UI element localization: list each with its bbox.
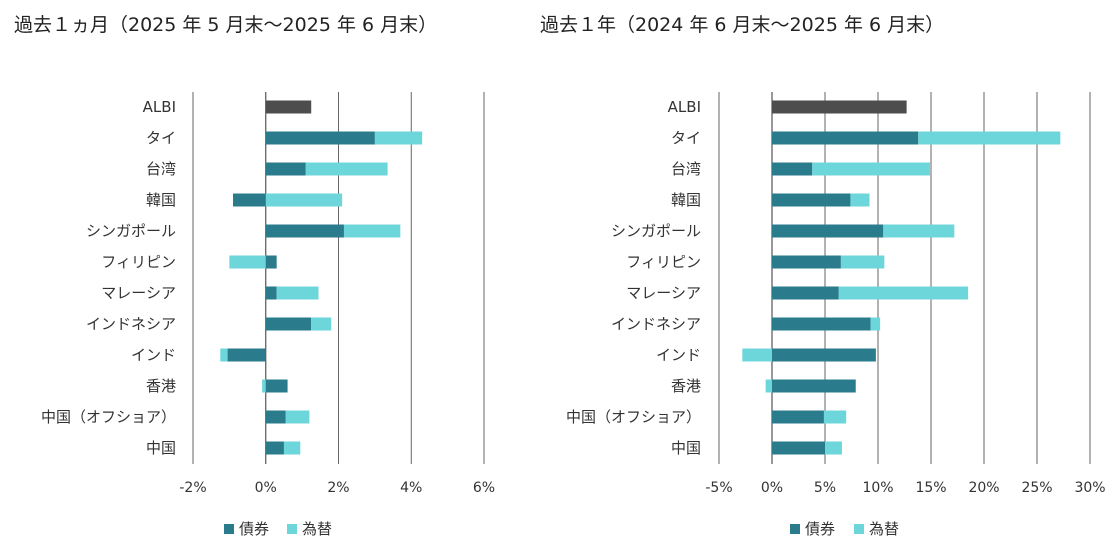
category-label: シンガポール xyxy=(611,222,701,240)
legend-1-bond-label: 債券 xyxy=(239,520,269,538)
chart-1-title: 過去１ヵ月（2025 年 5 月末〜2025 年 6 月末） xyxy=(14,14,437,36)
category-label: マレーシア xyxy=(626,284,701,302)
category-label: インド xyxy=(131,346,176,364)
bar-bond xyxy=(265,317,312,331)
bar-bond xyxy=(772,162,813,176)
bar-bond xyxy=(265,131,375,145)
category-label: ALBI xyxy=(143,98,176,116)
bar-fx xyxy=(305,162,388,176)
x-tick-label: 25% xyxy=(1021,480,1052,496)
category-label: インドネシア xyxy=(611,315,701,333)
bar-fx xyxy=(918,131,1061,145)
x-tick-label: 30% xyxy=(1074,480,1105,496)
bar-bond xyxy=(772,410,824,424)
x-tick-label: 5% xyxy=(814,480,836,496)
category-label: 中国 xyxy=(146,439,176,457)
category-label: ALBI xyxy=(668,98,701,116)
category-label: インド xyxy=(656,346,701,364)
bar-fx xyxy=(220,348,228,362)
category-label: フィリピン xyxy=(101,253,176,271)
bar-bond xyxy=(772,131,919,145)
x-tick-label: 2% xyxy=(327,480,349,496)
bar-fx xyxy=(374,131,423,145)
bar-bond xyxy=(265,410,286,424)
category-label: シンガポール xyxy=(86,222,176,240)
bar-fx xyxy=(265,193,343,207)
legend-2-fx-label: 為替 xyxy=(869,520,899,538)
bar-bond xyxy=(772,286,839,300)
bar-fx xyxy=(343,224,401,238)
chart-2-title: 過去１年（2024 年 6 月末〜2025 年 6 月末） xyxy=(540,14,944,36)
category-label: タイ xyxy=(671,129,701,147)
category-label: 中国 xyxy=(671,439,701,457)
category-label: 韓国 xyxy=(671,191,701,209)
bar-bond xyxy=(265,286,277,300)
bar-fx xyxy=(311,317,332,331)
bar-bond xyxy=(772,193,851,207)
bar-fx xyxy=(850,193,870,207)
bar-bond xyxy=(227,348,266,362)
chart-2-plot: -5% 0% 5% 10% 15% 20% 25% 30% ALBI タイ台湾韓国シンガポールフィ… xyxy=(566,92,1106,496)
category-label: フィリピン xyxy=(626,253,701,271)
bar-bond xyxy=(772,317,871,331)
x-tick-label: 15% xyxy=(915,480,946,496)
bar-fx xyxy=(870,317,881,331)
bar-fx xyxy=(285,410,310,424)
bar-fx xyxy=(765,379,772,393)
x-tick-label: -5% xyxy=(705,480,732,496)
x-tick-label: 0% xyxy=(255,480,277,496)
x-tick-label: 0% xyxy=(761,480,783,496)
bar-bond xyxy=(772,255,841,269)
bar-fx xyxy=(262,379,266,393)
category-label: マレーシア xyxy=(101,284,176,302)
category-label: 台湾 xyxy=(671,160,701,178)
bar-fx xyxy=(229,255,266,269)
category-label: 韓国 xyxy=(146,191,176,209)
category-label: 中国（オフショア） xyxy=(566,408,701,426)
category-label: タイ xyxy=(146,129,176,147)
bar-bond xyxy=(265,255,277,269)
bar-bond xyxy=(233,193,266,207)
chart-1-plot: -2% 0% 2% 4% 6% ALBI タイ台湾韓国シンガポールフィリピンマレーシアインド… xyxy=(41,92,495,496)
bar-bond xyxy=(772,441,825,455)
bar-fx xyxy=(823,410,847,424)
bar-fx xyxy=(840,255,885,269)
category-label: 香港 xyxy=(671,377,701,395)
chart-2-legend: 債券 為替 xyxy=(790,520,899,538)
x-tick-label: -2% xyxy=(179,480,206,496)
category-label: 香港 xyxy=(146,377,176,395)
bar-fx xyxy=(883,224,955,238)
x-tick-label: 6% xyxy=(473,480,495,496)
legend-1-fx-swatch xyxy=(287,524,297,534)
category-label: 中国（オフショア） xyxy=(41,408,176,426)
bar-fx xyxy=(742,348,772,362)
bar-fx xyxy=(825,441,842,455)
x-tick-label: 10% xyxy=(862,480,893,496)
bar-albi xyxy=(265,100,312,114)
bar-bond xyxy=(772,224,884,238)
category-label: 台湾 xyxy=(146,160,176,178)
chart-1-legend: 債券 為替 xyxy=(224,520,332,538)
bar-fx xyxy=(283,441,301,455)
bar-bond xyxy=(265,441,284,455)
legend-1-fx-label: 為替 xyxy=(302,520,332,538)
x-tick-label: 20% xyxy=(968,480,999,496)
bar-fx xyxy=(276,286,319,300)
bar-albi xyxy=(772,100,907,114)
bar-fx xyxy=(812,162,930,176)
bar-bond xyxy=(772,379,856,393)
legend-2-bond-swatch xyxy=(790,524,800,534)
bar-bond xyxy=(265,379,288,393)
bar-bond xyxy=(265,162,306,176)
category-label: インドネシア xyxy=(86,315,176,333)
bar-bond xyxy=(772,348,876,362)
legend-2-fx-swatch xyxy=(854,524,864,534)
x-tick-label: 4% xyxy=(400,480,422,496)
legend-1-bond-swatch xyxy=(224,524,234,534)
bar-bond xyxy=(265,224,344,238)
bar-fx xyxy=(838,286,969,300)
legend-2-bond-label: 債券 xyxy=(805,520,835,538)
